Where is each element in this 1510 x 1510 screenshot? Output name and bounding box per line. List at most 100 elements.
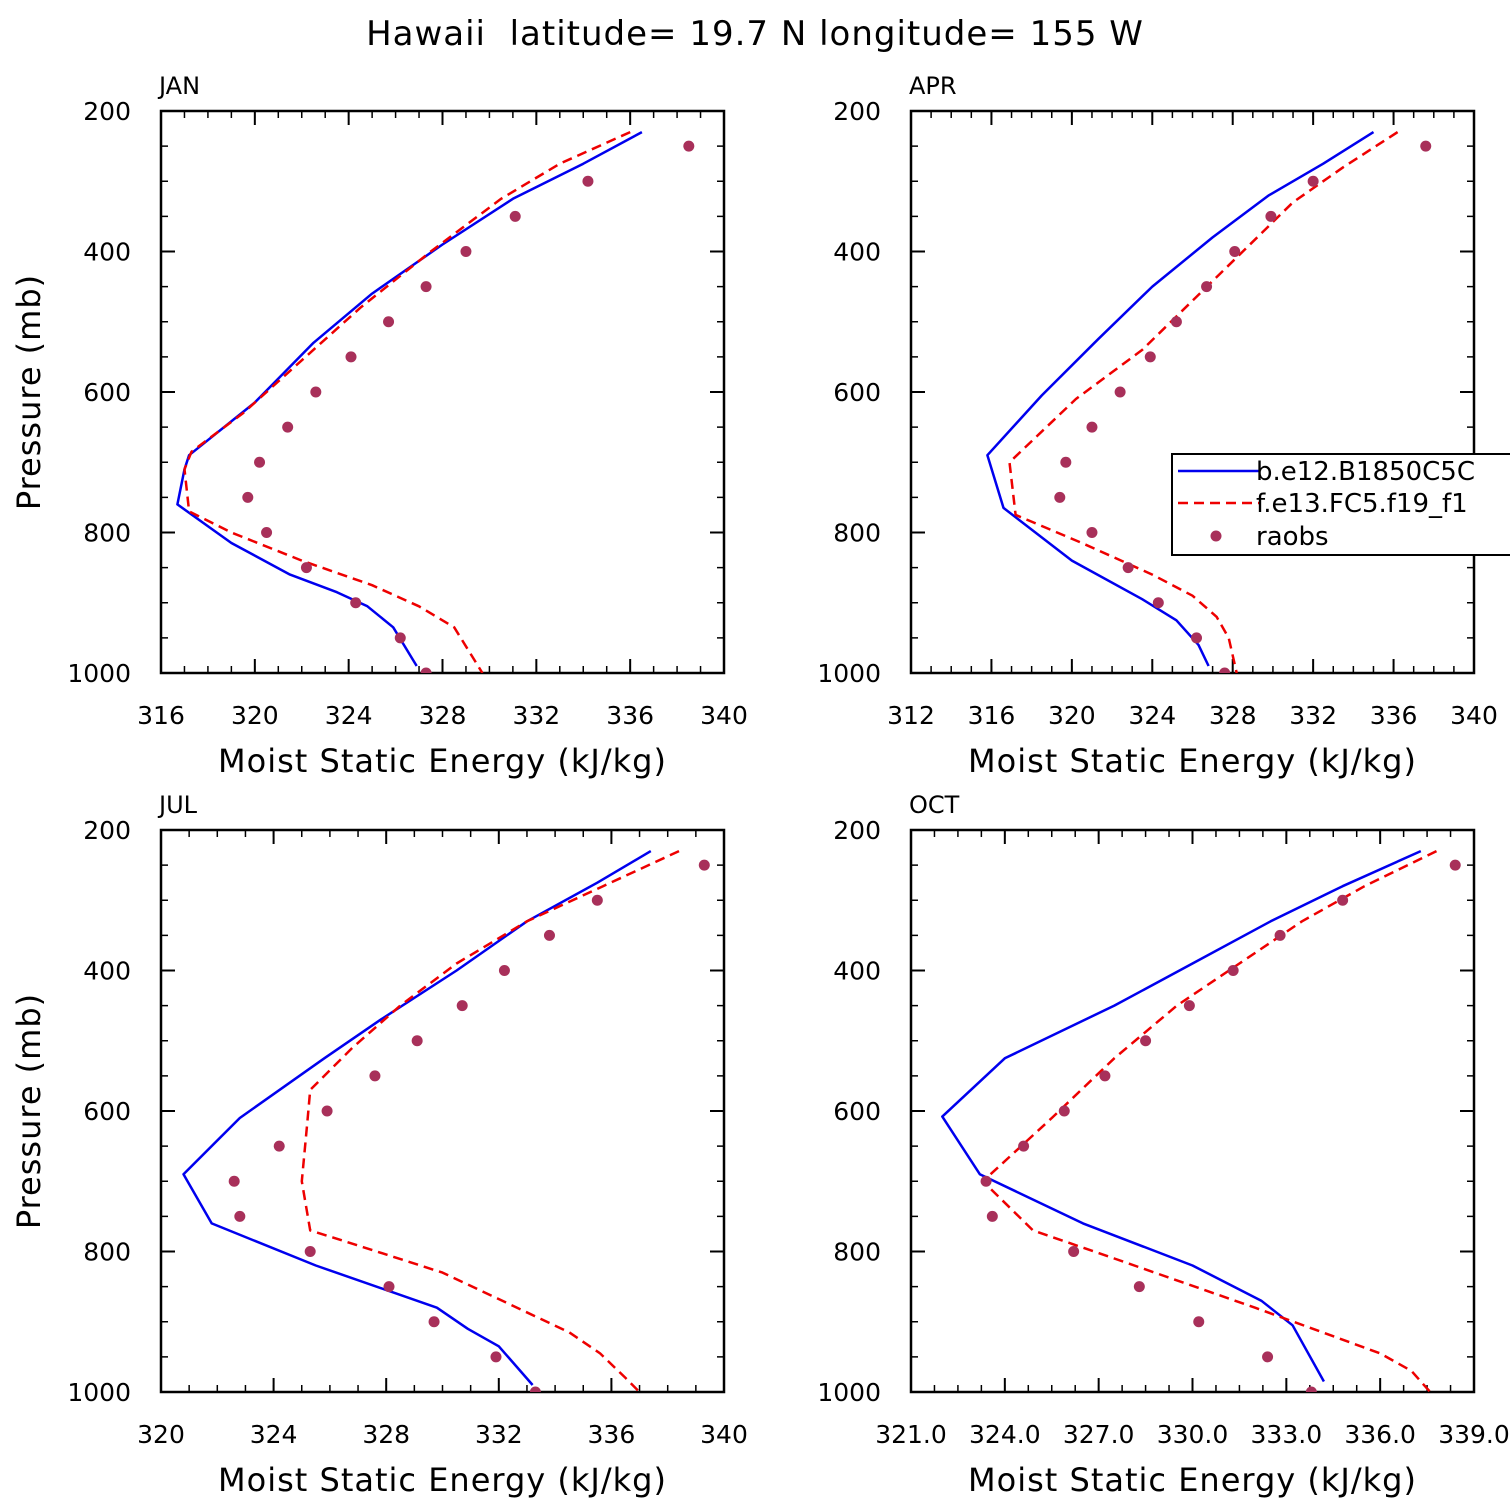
panel-title: OCT [909, 791, 960, 819]
y-tick-label: 400 [83, 957, 131, 986]
raobs-point [1068, 1246, 1080, 1257]
panel-jan: 316 320 324 328 332 336 340 200 400 600 800 1000 JAN… [10, 72, 748, 780]
raobs-point [1099, 1070, 1111, 1082]
raobs-point [1274, 929, 1286, 941]
y-tick-label: 1000 [67, 1378, 131, 1407]
y-tick-label: 200 [83, 816, 131, 845]
raobs-point [300, 562, 312, 574]
raobs-point [1133, 1281, 1145, 1293]
x-tick-label: 336 [606, 701, 654, 730]
panel-oct: 321.0 324.0 327.0 330.0 333.0 336.0 339.0 200 40… [817, 791, 1509, 1499]
raobs-point [1219, 667, 1231, 673]
raobs-point [273, 1140, 285, 1152]
x-tick-label: 320 [137, 1420, 185, 1449]
raobs-point [428, 1316, 440, 1328]
x-tick-label: 340 [700, 701, 748, 730]
y-tick-label: 400 [83, 238, 131, 267]
raobs-point [529, 1386, 541, 1392]
raobs-point [591, 894, 603, 906]
x-tick-label: 339.0 [1438, 1420, 1510, 1449]
panel-title: JUL [157, 791, 198, 819]
raobs-point [420, 281, 432, 293]
raobs-point [1086, 421, 1098, 433]
y-tick-label: 600 [833, 1097, 881, 1126]
legend-label: raobs [1256, 522, 1329, 552]
y-tick-label: 400 [833, 957, 881, 986]
panel-title: APR [909, 72, 957, 100]
raobs-point [1152, 597, 1164, 609]
raobs-point [1201, 281, 1213, 293]
axes-frame [909, 109, 1476, 675]
raobs-point [383, 316, 395, 328]
axes-frame [159, 109, 726, 675]
x-tick-label: 328 [419, 701, 467, 730]
raobs-point [1144, 351, 1156, 363]
x-tick-label: 328 [362, 1420, 410, 1449]
y-tick-label: 800 [83, 1238, 131, 1267]
x-axis-label: Moist Static Energy (kJ/kg) [218, 742, 667, 780]
raobs-point [1058, 1105, 1070, 1117]
x-tick-label: 316 [968, 701, 1016, 730]
raobs-point [543, 929, 555, 941]
raobs-point [1449, 859, 1461, 871]
x-tick-label: 320 [231, 701, 279, 730]
raobs-point [1262, 1351, 1274, 1363]
raobs-point [350, 597, 362, 609]
y-axis-label: Pressure (mb) [10, 274, 48, 510]
x-tick-label: 324.0 [969, 1420, 1041, 1449]
raobs-point [420, 667, 432, 673]
y-tick-label: 400 [833, 238, 881, 267]
y-tick-label: 200 [833, 97, 881, 126]
raobs-point [582, 175, 594, 187]
series-line-b-e12 [176, 130, 643, 667]
raobs-point [1191, 632, 1203, 644]
y-tick-label: 600 [83, 1097, 131, 1126]
raobs-point [509, 210, 521, 222]
raobs-point [1193, 1316, 1205, 1328]
plot-area [176, 130, 695, 673]
raobs-point [1229, 246, 1241, 257]
x-tick-label: 324 [1128, 701, 1176, 730]
x-tick-label: 336 [1370, 701, 1418, 730]
y-tick-label: 600 [83, 378, 131, 407]
raobs-point [304, 1246, 316, 1257]
y-tick-label: 200 [83, 97, 131, 126]
raobs-point [980, 1175, 992, 1187]
y-tick-label: 200 [833, 816, 881, 845]
raobs-point [282, 421, 294, 433]
raobs-point [460, 246, 472, 257]
y-tick-label: 1000 [817, 659, 881, 688]
legend-label: f.e13.FC5.f19_f1 [1256, 489, 1468, 519]
x-tick-label: 324 [325, 701, 373, 730]
raobs-point [242, 491, 254, 503]
raobs-point [1114, 386, 1126, 398]
raobs-point [321, 1105, 333, 1117]
legend-marker-raobs [1210, 530, 1222, 542]
x-tick-label: 327.0 [1063, 1420, 1135, 1449]
series-line-f-e13 [300, 849, 680, 1392]
raobs-point [261, 527, 273, 538]
raobs-point [698, 859, 710, 871]
x-axis-label: Moist Static Energy (kJ/kg) [218, 1461, 667, 1499]
x-tick-label: 332 [512, 701, 560, 730]
raobs-point [1307, 175, 1319, 187]
x-axis-label: Moist Static Energy (kJ/kg) [968, 1461, 1417, 1499]
raobs-point [456, 1000, 468, 1012]
y-tick-label: 800 [833, 1238, 881, 1267]
y-tick-label: 800 [833, 519, 881, 548]
x-tick-label: 340 [1450, 701, 1498, 730]
series-line-b-e12 [986, 131, 1375, 667]
raobs-point [383, 1281, 395, 1293]
plot-area [941, 849, 1461, 1392]
y-axis-label: Pressure (mb) [10, 993, 48, 1229]
x-tick-label: 330.0 [1157, 1420, 1229, 1449]
x-tick-label: 312 [887, 701, 935, 730]
raobs-point [310, 386, 322, 398]
plot-area [182, 849, 710, 1392]
legend-label: b.e12.B1850C5C [1256, 457, 1475, 487]
axes-frame [159, 828, 726, 1394]
raobs-point [345, 351, 357, 363]
panel-jul: 320 324 328 332 336 340 200 400 600 800 1000 JUL Moi… [10, 791, 748, 1499]
x-axis-label: Moist Static Energy (kJ/kg) [968, 742, 1417, 780]
